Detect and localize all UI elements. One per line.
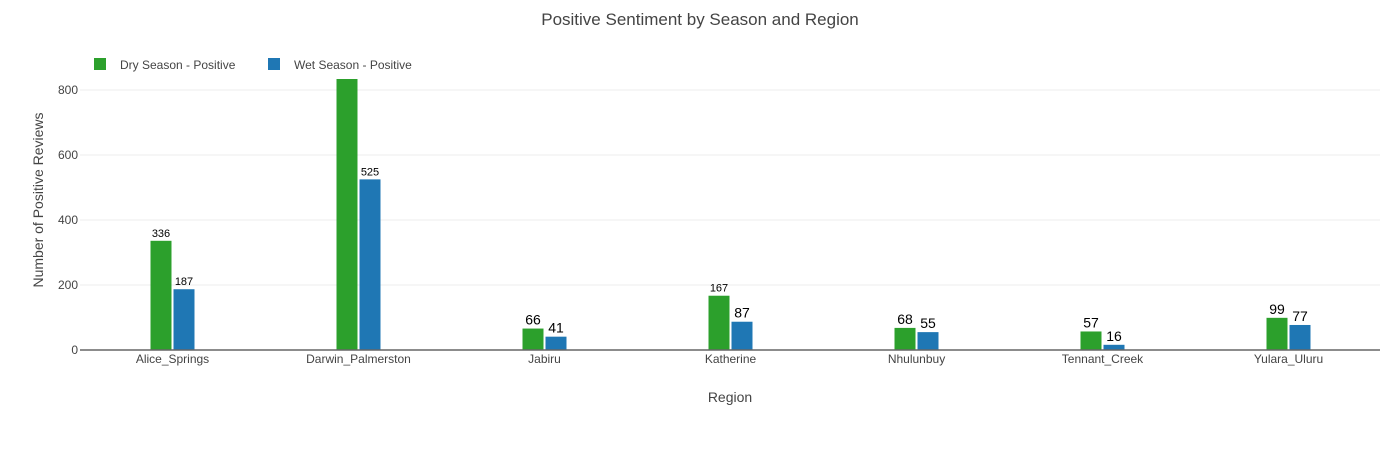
data-label: 187 (175, 276, 193, 288)
legend-swatch[interactable] (268, 58, 280, 70)
x-tick-label: Alice_Springs (136, 352, 209, 366)
data-label: 525 (361, 166, 379, 178)
legend: Dry Season - Positive Wet Season - Positi… (94, 58, 412, 72)
data-label: 87 (734, 305, 750, 321)
bar (336, 79, 358, 350)
data-label: 77 (1292, 308, 1308, 324)
gridlines (80, 89, 1380, 286)
bars (150, 79, 1311, 350)
bar (1103, 344, 1125, 350)
y-tick-label: 800 (58, 83, 78, 97)
data-label: 99 (1269, 301, 1285, 317)
bar (708, 295, 730, 350)
x-tick-label: Darwin_Palmerston (306, 352, 411, 366)
y-axis-title: Number of Positive Reviews (30, 112, 46, 287)
x-tick-label: Tennant_Creek (1062, 352, 1144, 366)
data-labels: 336 187 525 66 41 167 87 68 55 57 16 99 77 (152, 166, 1308, 343)
bar (359, 179, 381, 350)
legend-label[interactable]: Wet Season - Positive (294, 58, 412, 72)
bar (545, 336, 567, 350)
bar (1080, 331, 1102, 350)
bar (522, 328, 544, 350)
x-axis-ticks: Alice_Springs Darwin_Palmerston Jabiru Kath… (136, 352, 1323, 366)
data-label: 68 (897, 311, 913, 327)
legend-label[interactable]: Dry Season - Positive (120, 58, 236, 72)
bar (1289, 324, 1311, 350)
x-axis-title: Region (708, 389, 752, 405)
bar (1266, 317, 1288, 350)
x-tick-label: Yulara_Uluru (1254, 352, 1323, 366)
y-tick-label: 0 (71, 343, 78, 357)
data-label: 41 (548, 320, 564, 336)
y-axis-ticks: 0 200 400 600 800 (58, 83, 78, 357)
y-tick-label: 400 (58, 213, 78, 227)
bar (731, 321, 753, 350)
legend-swatch[interactable] (94, 58, 106, 70)
x-tick-label: Jabiru (528, 352, 561, 366)
data-label: 167 (710, 283, 728, 295)
x-tick-label: Katherine (705, 352, 757, 366)
chart-title: Positive Sentiment by Season and Region (541, 10, 859, 29)
x-tick-label: Nhulunbuy (888, 352, 945, 366)
data-label: 55 (920, 315, 936, 331)
data-label: 16 (1106, 328, 1122, 344)
bar (894, 327, 916, 350)
bar (150, 240, 172, 350)
y-tick-label: 600 (58, 148, 78, 162)
data-label: 57 (1083, 314, 1099, 330)
y-tick-label: 200 (58, 278, 78, 292)
bar (173, 289, 195, 350)
data-label: 336 (152, 228, 170, 240)
bar (917, 332, 939, 350)
data-label: 66 (525, 312, 541, 328)
